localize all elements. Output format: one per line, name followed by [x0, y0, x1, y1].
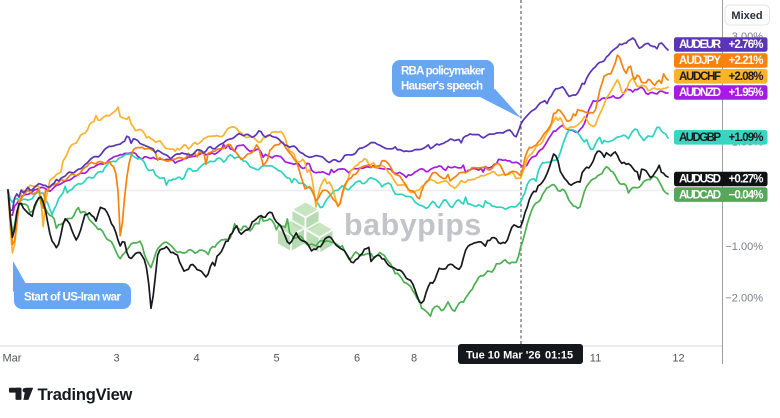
svg-text:8: 8	[411, 353, 417, 365]
svg-text:12: 12	[672, 353, 684, 365]
svg-text:AUDJPY: AUDJPY	[679, 55, 721, 67]
svg-text:TradingView: TradingView	[38, 386, 133, 404]
svg-text:AUDEUR: AUDEUR	[679, 39, 722, 51]
svg-text:−0.04%: −0.04%	[729, 189, 764, 201]
svg-text:+2.76%: +2.76%	[729, 39, 764, 51]
svg-text:AUDCHF: AUDCHF	[679, 71, 721, 83]
svg-text:AUDCAD: AUDCAD	[679, 189, 721, 201]
svg-text:Tue 10 Mar '26: Tue 10 Mar '26	[466, 350, 541, 362]
svg-text:AUDUSD: AUDUSD	[679, 174, 721, 186]
svg-text:babypips: babypips	[344, 208, 482, 242]
svg-text:Start of US-Iran war: Start of US-Iran war	[24, 292, 122, 304]
svg-text:Hauser's speech: Hauser's speech	[401, 81, 483, 93]
svg-text:RBA policymaker: RBA policymaker	[401, 66, 486, 78]
svg-text:+2.08%: +2.08%	[729, 71, 764, 83]
svg-text:−1.00%: −1.00%	[725, 241, 763, 253]
svg-text:−2.00%: −2.00%	[725, 292, 763, 304]
svg-text:+1.09%: +1.09%	[729, 132, 764, 144]
svg-text:AUDGBP: AUDGBP	[679, 132, 721, 144]
svg-text:Mixed: Mixed	[731, 10, 762, 22]
svg-text:5: 5	[273, 353, 279, 365]
svg-text:01:15: 01:15	[545, 350, 573, 362]
svg-text:+1.95%: +1.95%	[729, 87, 764, 99]
svg-text:11: 11	[590, 353, 601, 365]
svg-text:AUDNZD: AUDNZD	[679, 87, 721, 99]
svg-text:4: 4	[193, 353, 199, 365]
svg-text:+2.21%: +2.21%	[729, 55, 764, 67]
svg-text:6: 6	[354, 353, 360, 365]
svg-text:+0.27%: +0.27%	[729, 174, 764, 186]
svg-text:3: 3	[113, 353, 119, 365]
svg-text:Mar: Mar	[3, 353, 22, 365]
